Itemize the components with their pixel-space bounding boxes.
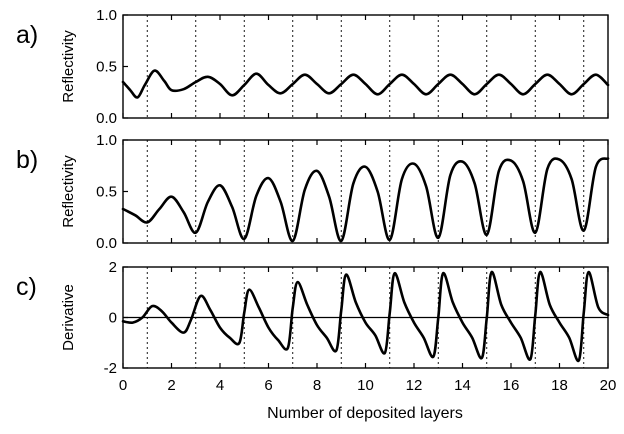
y-tick-label: 0 [109, 310, 117, 327]
y-tick-label: 1.0 [96, 132, 117, 149]
y-axis-label: Reflectivity [60, 30, 77, 103]
x-tick-label: 10 [357, 377, 374, 394]
y-axis-label: Reflectivity [60, 155, 77, 228]
panel-label: b) [16, 146, 38, 174]
x-tick-label: 6 [264, 377, 272, 394]
series-line [121, 69, 610, 99]
y-tick-label: 0.0 [96, 110, 117, 127]
x-tick-label: 18 [551, 377, 568, 394]
y-axis-label: Derivative [60, 284, 77, 351]
x-tick-label: 14 [454, 377, 471, 394]
x-tick-label: 2 [167, 377, 175, 394]
y-tick-label: 0.5 [96, 59, 117, 76]
x-tick-label: 8 [313, 377, 321, 394]
series-line [121, 270, 610, 363]
panel-2: 0.0 0.5 1.0 Reflectivity b) [16, 132, 610, 252]
series-line [121, 157, 610, 243]
x-axis-label: Number of deposited layers [267, 405, 463, 422]
y-tick-label: 2 [109, 259, 117, 276]
x-tick-label: 12 [406, 377, 423, 394]
x-tick-label: 20 [600, 377, 617, 394]
y-tick-label: 0.0 [96, 235, 117, 252]
x-tick-label: 4 [216, 377, 224, 394]
panel-label: a) [16, 21, 38, 49]
y-tick-label: 1.0 [96, 7, 117, 24]
x-tick-label: 0 [119, 377, 127, 394]
panel-1: 0.0 0.5 1.0 Reflectivity a) [16, 7, 610, 127]
y-tick-label: 0.5 [96, 184, 117, 201]
panel-label: c) [16, 273, 37, 301]
y-tick-label: -2 [104, 360, 117, 377]
x-tick-label: 16 [503, 377, 520, 394]
